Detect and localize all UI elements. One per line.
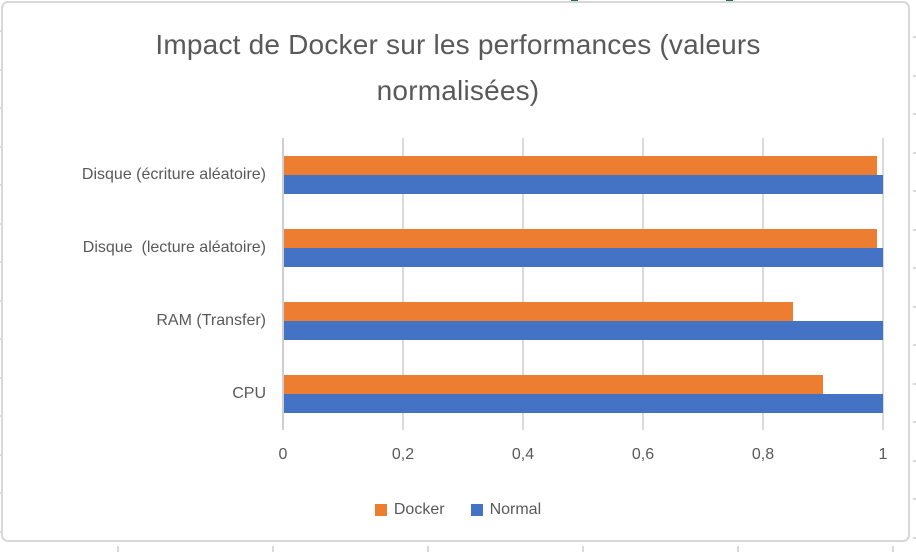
- sheet-row-gridline-stub: [913, 421, 916, 423]
- legend-label: Normal: [489, 501, 542, 518]
- legend-item-docker[interactable]: Docker: [374, 501, 445, 519]
- chart-area[interactable]: [1, 1, 910, 542]
- major-gridline: [882, 138, 884, 430]
- sheet-column-gridline-stub: [427, 546, 429, 552]
- major-gridline: [402, 138, 404, 430]
- sheet-row-gridline-stub: [913, 151, 916, 154]
- major-gridline: [522, 138, 524, 430]
- sheet-column-gridline-stub: [117, 546, 119, 552]
- bar-docker[interactable]: [284, 301, 793, 321]
- bar-docker[interactable]: [284, 155, 877, 175]
- sheet-row-gridline-stub: [913, 344, 916, 346]
- sheet-row-gridline-stub: [913, 74, 916, 77]
- bar-docker[interactable]: [284, 374, 823, 394]
- bar-docker[interactable]: [284, 228, 877, 248]
- sheet-row-gridline-stub: [913, 498, 916, 500]
- sheet-column-gridline-stub: [582, 546, 584, 552]
- sheet-row-gridline-stub: [913, 228, 916, 231]
- major-gridline: [762, 138, 764, 430]
- chart-legend[interactable]: Docker Normal: [0, 501, 916, 519]
- major-gridline: [642, 138, 644, 430]
- legend-swatch-icon: [470, 504, 483, 516]
- sheet-row-gridline-stub: [913, 190, 916, 192]
- bar-normal[interactable]: [284, 247, 883, 267]
- sheet-column-gridline-stub: [737, 546, 739, 552]
- bar-normal[interactable]: [284, 320, 883, 340]
- sheet-row-gridline-stub: [913, 305, 916, 308]
- category-label: RAM (Transfer): [156, 311, 266, 329]
- x-tick-label: 0,2: [391, 446, 415, 463]
- bar-normal[interactable]: [284, 393, 883, 413]
- bar-normal[interactable]: [284, 174, 883, 194]
- category-label: Disque (lecture aléatoire): [82, 238, 266, 256]
- x-tick-label: 1: [878, 446, 888, 463]
- sheet-column-gridline-stub: [272, 546, 274, 552]
- x-tick-label: 0,8: [751, 446, 775, 463]
- category-label: Disque (écriture aléatoire): [81, 165, 266, 183]
- x-tick-label: 0,4: [511, 446, 535, 463]
- sheet-row-gridline-stub: [913, 536, 916, 539]
- x-tick-label: 0: [278, 446, 288, 463]
- category-label: CPU: [232, 384, 266, 402]
- legend-swatch-icon: [374, 504, 387, 516]
- legend-item-normal[interactable]: Normal: [470, 501, 542, 519]
- chart-title[interactable]: Impact de Docker sur les performances (v…: [155, 29, 761, 106]
- sheet-row-gridline-stub: [913, 113, 916, 115]
- legend-label: Docker: [393, 501, 445, 518]
- sheet-row-gridline-stub: [913, 382, 916, 385]
- sheet-row-gridline-stub: [913, 267, 916, 269]
- sheet-row-gridline-stub: [913, 459, 916, 462]
- x-tick-label: 0,6: [631, 446, 655, 463]
- sheet-column-gridline-stub: [892, 546, 894, 552]
- sheet-row-gridline-stub: [913, 36, 916, 38]
- value-axis-line: [282, 138, 284, 430]
